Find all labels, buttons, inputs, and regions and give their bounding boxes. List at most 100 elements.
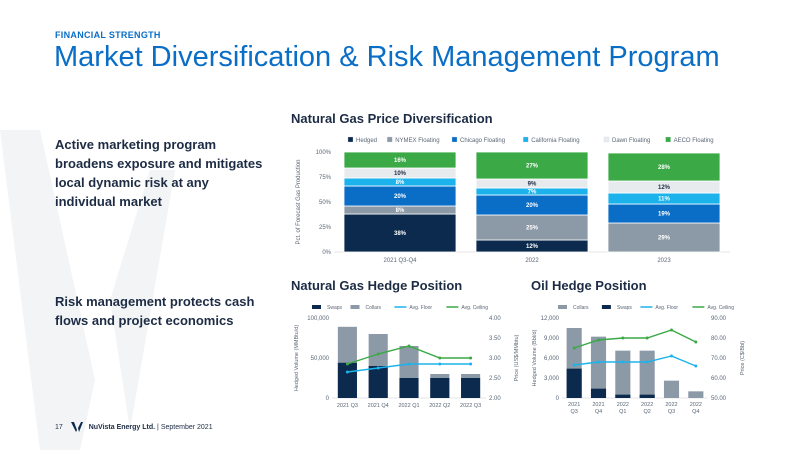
y-tick-label: 100% [316,150,332,156]
gas-hedge-section-title: Natural Gas Hedge Position [291,278,463,293]
point-avg-floor [469,362,473,366]
y-tick-label: 0 [326,396,330,402]
bar-swaps [639,394,655,398]
data-label-chicago-floating: 20% [526,203,539,209]
legend-label-avg-floor: Avg. Floor [655,305,678,311]
x-tick-label: 2022 Q1 [398,403,419,409]
y2-tick-label: 2.00 [489,396,501,402]
x-tick-label: Q4 [692,409,699,415]
legend-swatch-swaps [601,305,611,309]
y2-tick-label: 2.50 [489,376,501,382]
legend-label-swaps: Swaps [327,305,343,311]
x-tick-label: Q4 [595,409,602,415]
legend-label-california-floating: California Floating [531,138,579,144]
data-label-california-floating: 11% [658,197,670,203]
footer-date: September 2021 [160,423,213,431]
data-label-hedged: 38% [394,231,407,237]
bar-swaps [430,378,450,398]
legend-label-nymex-floating: NYMEX Floating [395,138,439,144]
data-label-aeco-floating: 27% [526,164,539,170]
x-tick-label: 2021 Q3 [337,403,358,409]
legend-swatch-hedged [347,136,354,143]
legend-label-hedged: Hedged [356,138,377,144]
point-avg-ceiling [469,356,473,360]
gas-price-diversification-chart: Hedged NYMEX Floating Chicago Floating Cali… [296,136,730,264]
y2-tick-label: 3.50 [489,336,501,342]
data-label-nymex-floating: 25% [526,226,539,232]
data-label-chicago-floating: 19% [658,212,671,218]
bar-collars [615,350,631,398]
point-avg-ceiling [572,346,576,350]
footer: 17 NuVista Energy Ltd. | September 2021 [55,422,213,432]
x-tick-label: 2021 [568,402,580,408]
point-avg-ceiling [438,356,442,360]
legend-label-avg-ceiling: Avg. Ceiling [461,305,488,311]
bar-collars [590,336,607,398]
legend-swatch-nymex-floating [387,136,393,143]
data-label-nymex-floating: 8% [396,208,405,214]
x-tick-label: 2023 [657,258,671,264]
section-kicker: FINANCIAL STRENGTH [55,30,161,40]
bar-swaps [368,366,388,398]
data-label-california-floating: 8% [396,180,405,186]
point-avg-ceiling [621,336,625,340]
gas-hedge-position-chart: Swaps Collars Avg. Floor Avg. Ceiling 0 50,00… [294,305,520,409]
y-tick-label: 50,000 [311,356,330,362]
bar-nymex-floating [475,214,589,241]
legend-label-collars: Collars [366,305,382,311]
point-avg-floor [694,364,698,368]
x-tick-label: 2022 Q2 [429,403,450,409]
y2-tick-label: 4.00 [489,316,501,322]
data-label-california-floating: 7% [528,190,537,196]
company-logo-icon [70,422,83,432]
y-tick-label: 75% [319,175,332,181]
data-label-chicago-floating: 20% [394,194,407,200]
x-tick-label: Q2 [643,409,650,415]
y-axis-title: Hedged Volume (MMBtu/d) [294,325,300,392]
x-tick-label: Q3 [570,409,577,415]
oil-hedge-section-title: Oil Hedge Position [531,278,647,293]
data-label-aeco-floating: 16% [394,158,407,164]
bar-hedged [343,213,457,253]
line-avg-ceiling [573,329,697,349]
bar-swaps [566,368,582,398]
point-avg-floor [438,362,442,366]
point-avg-ceiling [376,352,380,356]
line-avg-floor [574,355,697,367]
page-title: Market Diversification & Risk Management… [54,41,720,73]
bar-swaps [590,388,607,398]
y-tick-label: 100,000 [307,316,329,322]
legend-swatch-california-floating [523,136,529,143]
watermark-logo [0,130,175,450]
legend-swatch-collars [350,305,360,309]
bar-swaps [615,394,631,398]
point-avg-floor [597,360,600,364]
x-tick-label: 2022 [665,402,677,408]
point-avg-ceiling [345,362,349,366]
y2-tick-label: 90.00 [711,316,727,322]
y-tick-label: 6,000 [544,356,560,362]
y-tick-label: 0 [556,396,560,402]
point-avg-floor [645,360,649,364]
bullet-risk-management: Risk management protects cash flows and … [55,294,255,328]
point-avg-floor [670,354,673,358]
point-avg-floor [345,370,349,374]
data-label-dawn-floating: 12% [658,185,671,191]
point-avg-floor [572,363,576,367]
legend-label-collars: Collars [573,305,589,311]
legend-label-aeco-floating: AECO Floating [674,138,714,144]
point-avg-ceiling [670,328,673,332]
x-tick-label: 2022 [690,402,702,408]
bar-swaps [337,362,357,398]
gas-price-section-title: Natural Gas Price Diversification [291,111,493,126]
data-label-aeco-floating: 28% [658,165,671,171]
x-tick-label: 2021 Q3-Q4 [383,258,417,264]
bar-aeco-floating [343,151,457,169]
data-label-dawn-floating: 9% [528,182,537,188]
point-avg-ceiling [597,338,600,342]
y2-tick-label: 50.00 [711,396,727,402]
y-axis-title: Pct. of Forecast Gas Production [296,159,302,244]
point-avg-floor [621,360,625,364]
legend-label-dawn-floating: Dawn Floating [612,138,650,144]
x-tick-label: 2022 [641,402,653,408]
